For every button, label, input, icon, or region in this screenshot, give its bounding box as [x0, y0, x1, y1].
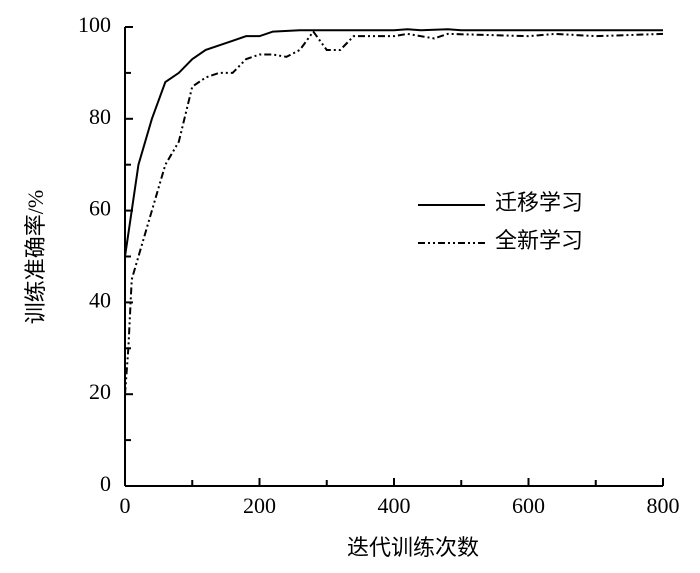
y-tick-label: 60: [89, 196, 111, 221]
x-tick-label: 600: [512, 493, 545, 518]
y-tick-label: 20: [89, 379, 111, 404]
y-axis-title: 训练准确率/%: [23, 190, 48, 324]
y-tick-label: 100: [78, 12, 111, 37]
y-tick-label: 40: [89, 287, 111, 312]
line-series: [124, 29, 664, 395]
y-tick-label: 80: [89, 104, 111, 129]
legend-label: 全新学习: [495, 228, 583, 253]
x-axis-title: 迭代训练次数: [347, 535, 479, 560]
x-tick-label: 400: [378, 493, 411, 518]
x-tick-label: 200: [243, 493, 276, 518]
y-tick-label: 0: [100, 471, 111, 496]
line-series: [124, 28, 663, 257]
x-tick-label: 800: [647, 493, 680, 518]
x-tick-label: 0: [120, 493, 131, 518]
legend-label: 迁移学习: [495, 190, 583, 215]
